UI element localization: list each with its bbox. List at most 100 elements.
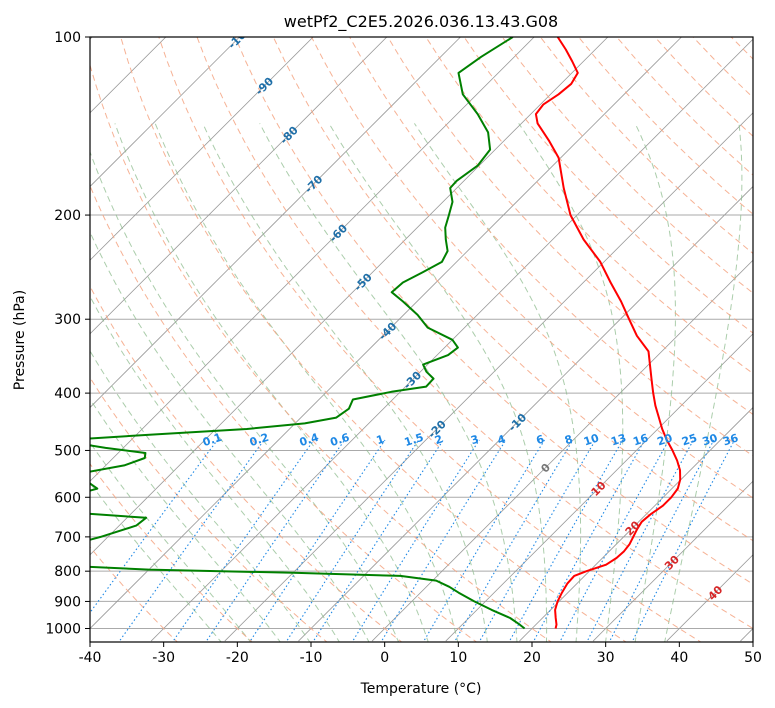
mixing-ratio-line xyxy=(351,439,480,642)
isotherm-line xyxy=(519,406,753,642)
mixing-ratio-label: 6 xyxy=(535,432,547,447)
dry-adiabat-line xyxy=(311,37,753,499)
y-axis-label: Pressure (hPa) xyxy=(12,290,28,390)
mixing-ratio-label: 1.5 xyxy=(403,431,426,449)
plot-frame xyxy=(89,36,754,643)
y-tick-label: 300 xyxy=(54,312,81,328)
dry-adiabat-line xyxy=(425,37,753,375)
isotherm-line xyxy=(90,37,388,335)
moist-adiabat-line xyxy=(90,295,340,642)
mixing-ratio-line xyxy=(285,439,420,642)
moist-adiabat-line xyxy=(90,482,222,642)
dewpoint-line xyxy=(90,37,526,630)
moist-adiabats xyxy=(90,123,743,642)
y-tick-label: 200 xyxy=(54,208,81,224)
y-tick-label: 100 xyxy=(54,30,81,46)
moist-adiabat-line xyxy=(114,123,429,642)
mixing-ratio-label: 0.2 xyxy=(248,431,271,449)
y-tick-label: 500 xyxy=(54,443,81,459)
x-tick-label: -10 xyxy=(300,650,323,666)
x-tick-label: -40 xyxy=(79,650,102,666)
isotherm-line xyxy=(445,333,753,642)
y-axis-ticks: 100 200 300 400 500 600 700 800 900 1000 xyxy=(45,30,90,638)
mixing-ratio-line xyxy=(586,439,694,642)
moist-adiabat-line xyxy=(413,123,582,642)
mixing-ratio-line xyxy=(422,439,545,642)
dry-adiabat-line xyxy=(120,37,627,642)
mixing-ratio-label: 4 xyxy=(496,432,508,447)
mixing-ratio-label: 20 xyxy=(656,431,675,448)
x-tick-label: -20 xyxy=(226,650,249,666)
mixing-ratio-label: 1 xyxy=(375,433,386,448)
dry-adiabat-line xyxy=(158,37,702,642)
profile-lines xyxy=(90,37,682,630)
x-tick-label: 10 xyxy=(449,650,467,666)
plot-background xyxy=(90,37,753,642)
mixing-ratio-label: 13 xyxy=(609,431,628,448)
mixing-ratio-label: 10 xyxy=(582,431,601,448)
isotherm-line xyxy=(371,259,753,642)
mixing-ratio-label: 36 xyxy=(721,431,740,448)
y-tick-label: 800 xyxy=(54,564,81,580)
moist-adiabat-line xyxy=(90,441,252,642)
y-tick-label: 900 xyxy=(54,594,81,610)
y-tick-label: 700 xyxy=(54,530,81,546)
moist-adiabat-line xyxy=(259,123,518,642)
dry-adiabat-line xyxy=(90,63,553,642)
isotherm-line xyxy=(90,37,609,556)
moist-adiabat-line xyxy=(664,123,743,642)
mixing-ratio-label: 30 xyxy=(701,431,720,448)
x-tick-label: 30 xyxy=(597,650,615,666)
dry-adiabat-line xyxy=(272,37,753,542)
dry-adiabat-line xyxy=(349,37,753,457)
dry-adiabat-line xyxy=(463,37,753,334)
mixing-ratio-label: 8 xyxy=(563,433,574,448)
mixing-ratio-label: 0.4 xyxy=(298,431,321,449)
isotherm-line xyxy=(90,37,682,630)
moist-adiabat-line xyxy=(90,398,281,642)
gridlines xyxy=(90,37,753,642)
moist-adiabat-line xyxy=(90,150,400,642)
x-tick-label: 40 xyxy=(670,650,688,666)
mixing-ratio-line xyxy=(205,439,346,642)
moist-adiabat-line xyxy=(328,123,548,642)
dry-adiabat-line xyxy=(90,463,253,642)
x-tick-label: 0 xyxy=(380,650,389,666)
x-axis-ticks: -40 -30 -20 -10 0 10 20 30 40 50 xyxy=(79,642,762,666)
moist-adiabat-line xyxy=(154,123,459,642)
mixing-ratio-line xyxy=(118,439,265,642)
x-tick-label: -30 xyxy=(152,650,175,666)
dry-adiabat-line xyxy=(234,37,753,585)
isotherm-line xyxy=(224,112,753,642)
mixing-ratio-line xyxy=(559,439,670,642)
chart-title: wetPf2_C2E5.2026.036.13.43.G08 xyxy=(284,12,558,32)
mixing-ratio-label: 0.6 xyxy=(329,431,352,449)
mixing-ratio-line xyxy=(532,439,646,642)
mixing-ratio-lines xyxy=(90,439,735,642)
mixing-ratio-label: 2 xyxy=(433,433,444,448)
dry-adiabat-line xyxy=(90,376,328,642)
mixing-ratio-line xyxy=(453,439,574,642)
mixing-ratio-label: 3 xyxy=(469,433,480,448)
y-tick-label: 600 xyxy=(54,490,81,506)
y-tick-label: 400 xyxy=(54,386,81,402)
isotherm-line xyxy=(90,37,461,409)
y-tick-label: 1000 xyxy=(45,622,81,638)
dry-adiabat-line xyxy=(501,37,753,294)
x-tick-label: 50 xyxy=(744,650,762,666)
mixing-ratio-line xyxy=(478,439,596,642)
mixing-ratio-label: 0.1 xyxy=(201,431,224,449)
mixing-ratio-line xyxy=(248,439,386,642)
moist-adiabat-line xyxy=(202,123,488,642)
dry-adiabat-line xyxy=(387,37,753,416)
isotherm-line xyxy=(592,480,753,642)
isotherm-line xyxy=(90,37,314,261)
dry-adiabat-line xyxy=(196,37,753,630)
x-tick-label: 20 xyxy=(523,650,541,666)
mixing-ratio-label: 16 xyxy=(631,431,650,448)
isotherm-line xyxy=(150,38,753,642)
isotherm-line xyxy=(90,37,535,482)
isotherm-line xyxy=(298,185,753,642)
x-axis-label: Temperature (°C) xyxy=(360,681,482,697)
